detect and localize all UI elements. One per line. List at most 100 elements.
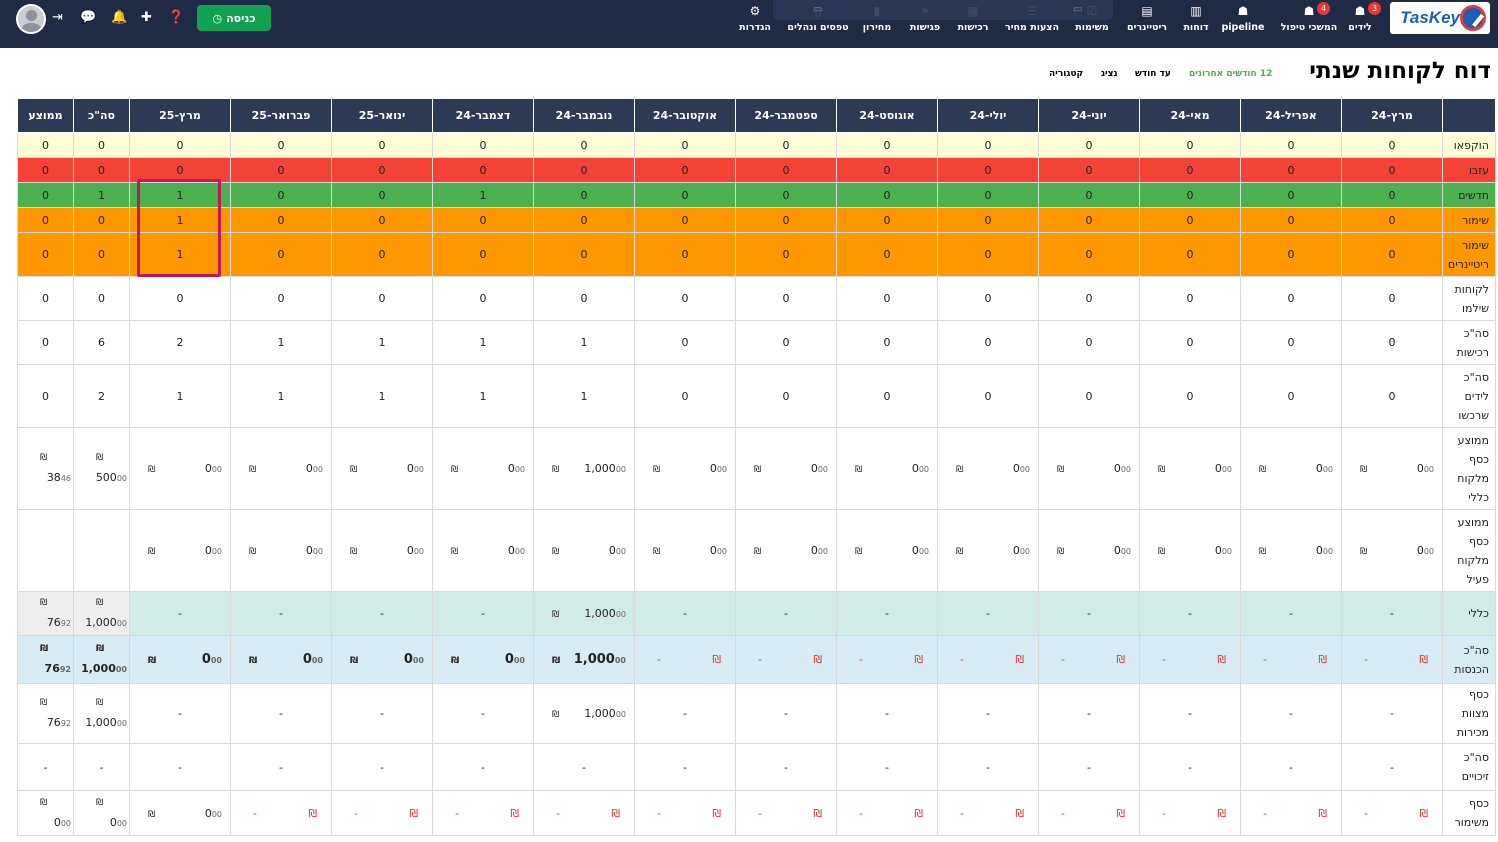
row-label: חדשים	[1442, 182, 1496, 208]
table-cell: 0	[937, 132, 1039, 158]
filter-last-12-months[interactable]: 12 חודשים אחרונים	[1189, 69, 1273, 79]
cell-value: -	[43, 760, 48, 774]
currency-symbol: ₪	[1259, 547, 1267, 557]
row-label: לקוחות שילמו	[1442, 276, 1496, 321]
cell-value: 0	[176, 163, 184, 177]
amount: 1,000	[584, 707, 616, 720]
amount: 0	[911, 544, 919, 557]
currency-symbol: ₪	[552, 656, 561, 666]
cell-value: 000	[811, 544, 828, 557]
table-cell: 2	[73, 364, 130, 428]
decimals: 00	[615, 610, 626, 619]
cell-value: 0	[984, 292, 992, 305]
table-cell: 0	[735, 320, 837, 365]
table-cell: 0	[634, 320, 736, 365]
nav-item-settings[interactable]: ⚙ הגדרות	[715, 2, 795, 46]
amount: 0	[911, 462, 919, 475]
cell-value: -	[683, 607, 687, 620]
table-cell: 0	[331, 232, 433, 277]
table-cell: 0	[73, 157, 130, 183]
table-cell: 0	[1341, 276, 1443, 321]
column-header[interactable]: פברואר-25	[230, 98, 332, 133]
currency-symbol: ₪	[1057, 547, 1065, 557]
currency-symbol: ₪	[96, 453, 104, 463]
nav-item-reports[interactable]: ▥ דוחות	[1156, 2, 1236, 46]
column-header[interactable]: יולי-24	[937, 98, 1039, 133]
filter-category[interactable]: קטגוריה	[1049, 69, 1084, 79]
column-header[interactable]: מאי-24	[1139, 98, 1241, 133]
filter-until-month[interactable]: עד חודש	[1135, 69, 1171, 79]
chat-icon[interactable]: 💬	[80, 10, 97, 25]
cell-value: 0	[782, 138, 790, 152]
amount: 0	[1012, 462, 1020, 475]
column-header[interactable]: דצמבר-24	[432, 98, 534, 133]
table-cell: 0	[735, 182, 837, 208]
cell-value: 0	[378, 292, 386, 305]
cell-value: 0	[42, 292, 49, 305]
decimals: 46	[60, 474, 71, 483]
table-cell: 0	[1240, 232, 1342, 277]
column-header[interactable]: ינואר-25	[331, 98, 433, 133]
nav-item-leads[interactable]: ☗ לידים 3	[1320, 2, 1400, 46]
column-header[interactable]: יוני-24	[1038, 98, 1140, 133]
person-icon: ☗	[1354, 4, 1366, 18]
table-cell: ₪ 1,00000	[533, 683, 635, 744]
table-row: חדשים 0 0 0 0 0 0 0 0 0 1 0 0 1 1 0	[17, 182, 1496, 208]
table-cell: 0	[129, 132, 231, 158]
amount: 0	[1012, 544, 1020, 557]
nav-label: pipeline	[1221, 22, 1265, 33]
cell-value: -	[885, 607, 889, 620]
column-header[interactable]: מרץ-24	[1341, 98, 1443, 133]
column-header[interactable]: ספטמבר-24	[735, 98, 837, 133]
nav-label: הצעות מחיר	[1004, 22, 1060, 33]
table-cell: -	[836, 683, 938, 744]
table-cell: ₪ 000	[129, 509, 231, 592]
cell-value: 000	[404, 652, 424, 667]
logo-text: TasKey	[1400, 8, 1460, 27]
user-avatar[interactable]	[16, 4, 46, 34]
table-cell: -	[1139, 683, 1241, 744]
column-header[interactable]: מרץ-25	[129, 98, 231, 133]
nav-item-pipeline[interactable]: ☗ pipeline	[1203, 2, 1283, 46]
table-cell: ₪ 000	[73, 790, 130, 836]
row-label: כסף משימור	[1442, 790, 1496, 836]
table-cell: ₪ 000	[836, 427, 938, 510]
table-cell: 0	[836, 182, 938, 208]
filter-agent[interactable]: נציג	[1101, 69, 1118, 79]
cell-value: 0	[479, 292, 487, 305]
decimals: 00	[60, 818, 71, 828]
person-icon: ☗	[1237, 4, 1249, 18]
cell-value: 000	[306, 462, 323, 475]
column-header[interactable]: אוקטובר-24	[634, 98, 736, 133]
nav-item-retainers[interactable]: ▤ ריטיינרים	[1107, 2, 1187, 46]
column-header[interactable]: אפריל-24	[1240, 98, 1342, 133]
decimals: 00	[1322, 547, 1333, 556]
cell-value: -	[784, 707, 788, 720]
table-cell: ₪ 000	[937, 427, 1039, 510]
column-header[interactable]: סה"כ	[73, 98, 130, 133]
collapsed-toolbar-strip[interactable]: ▭ ▭	[773, 0, 1113, 20]
decimals: 00	[918, 465, 929, 474]
plus-icon[interactable]: ✚	[141, 10, 152, 25]
table-cell: 0	[1038, 320, 1140, 365]
column-header[interactable]: אוגוסט-24	[836, 98, 938, 133]
table-cell: 0	[129, 157, 231, 183]
cell-value: -	[380, 707, 384, 720]
login-icon[interactable]: ⇥	[52, 10, 63, 25]
nav-item-care[interactable]: ☗ המשכי טיפול 4	[1269, 2, 1349, 46]
column-header[interactable]: נובמבר-24	[533, 98, 635, 133]
decimals: 00	[817, 465, 828, 474]
table-cell: ₪ -	[937, 790, 1039, 836]
table-cell: 0	[1139, 132, 1241, 158]
cell-value: 1	[98, 188, 105, 202]
column-header[interactable]: ממוצע	[17, 98, 74, 133]
enter-button[interactable]: כניסה ◷	[197, 5, 271, 31]
taskey-logo[interactable]: TasKey	[1390, 2, 1490, 34]
help-icon[interactable]: ❓	[168, 10, 185, 25]
bell-icon[interactable]: 🔔	[111, 10, 128, 25]
decimals: 00	[1322, 465, 1333, 474]
currency-symbol: ₪	[552, 710, 560, 720]
table-cell: 0	[1240, 320, 1342, 365]
cell-value: -	[1289, 607, 1293, 620]
table-cell: 0	[1240, 207, 1342, 233]
